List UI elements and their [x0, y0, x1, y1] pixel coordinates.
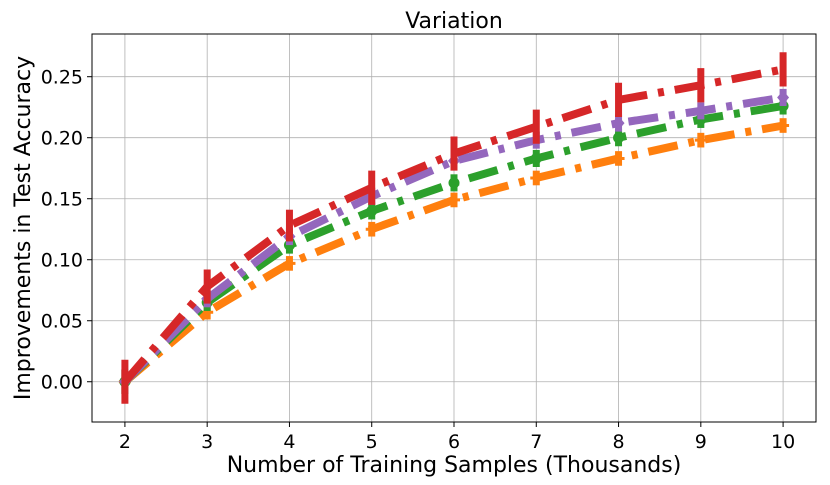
- chart-title: Variation: [405, 9, 503, 34]
- x-tick-label: 2: [119, 431, 131, 453]
- data-point: [694, 134, 707, 147]
- data-point: [283, 257, 296, 270]
- y-tick-label: 0.00: [41, 372, 83, 394]
- y-tick-label: 0.25: [41, 67, 83, 89]
- series-line: [122, 121, 784, 385]
- data-point: [612, 152, 625, 165]
- data-point: [694, 103, 707, 118]
- data-point: [366, 205, 378, 217]
- x-tick-label: 4: [283, 431, 295, 453]
- series-line: [122, 93, 784, 385]
- data-point: [777, 90, 790, 105]
- data-point: [365, 223, 378, 236]
- series-layer: [118, 52, 790, 404]
- x-tick-label: 3: [201, 431, 213, 453]
- y-tick-label: 0.05: [41, 311, 83, 333]
- x-tick-label: 8: [612, 431, 624, 453]
- y-tick-label: 0.10: [41, 250, 83, 272]
- grid-layer: [92, 34, 816, 422]
- x-tick-label: 7: [530, 431, 542, 453]
- x-tick-label: 6: [448, 431, 460, 453]
- series-3: [121, 52, 787, 404]
- data-point: [448, 177, 460, 189]
- x-tick-label: 9: [695, 431, 707, 453]
- x-tick-label: 10: [771, 431, 795, 453]
- tick-layer: 2 3 4 5 6 7 8 9 10 0.00 0.05 0.10 0.15 0.20 0.25: [41, 67, 795, 453]
- data-point: [613, 132, 625, 144]
- x-axis-label: Number of Training Samples (Thousands): [227, 453, 682, 478]
- y-tick-label: 0.15: [41, 189, 83, 211]
- data-point: [777, 119, 790, 132]
- data-point: [530, 171, 543, 184]
- data-point: [530, 152, 542, 164]
- data-point: [448, 193, 460, 206]
- y-axis-label: Improvements in Test Accuracy: [11, 56, 36, 400]
- x-tick-label: 5: [366, 431, 378, 453]
- series-0: [118, 118, 790, 394]
- y-tick-label: 0.20: [41, 128, 83, 150]
- data-point: [612, 116, 625, 131]
